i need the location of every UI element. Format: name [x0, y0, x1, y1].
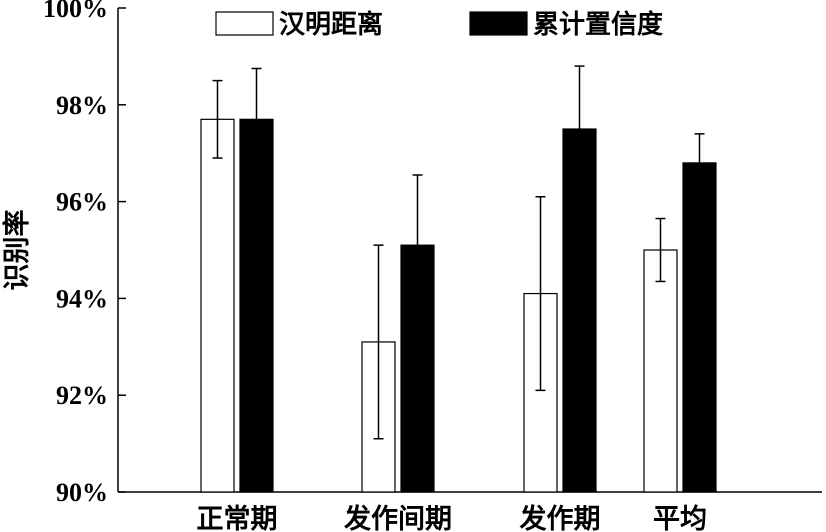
y-tick-label: 90% — [56, 478, 108, 507]
legend-label: 累计置信度 — [533, 9, 663, 39]
y-tick-label: 94% — [56, 284, 108, 313]
y-tick-label: 96% — [56, 188, 108, 217]
bar-confidence — [239, 118, 274, 493]
error-bars — [212, 65, 705, 440]
legend-swatch — [215, 11, 274, 36]
y-tick-label: 98% — [56, 91, 108, 120]
legend-swatch — [469, 11, 528, 36]
y-axis-label: 识别率 — [1, 210, 32, 291]
legend: 汉明距离 累计置信度 — [215, 9, 663, 39]
x-category-label: 正常期 — [197, 504, 278, 532]
y-tick-label: 100% — [43, 0, 108, 23]
x-category-label: 发作期 — [519, 503, 601, 532]
x-category-label: 平均 — [653, 504, 707, 532]
x-category-label: 发作间期 — [343, 503, 452, 532]
y-tick-label: 92% — [56, 381, 108, 410]
bar-hamming — [643, 249, 678, 493]
legend-label: 汉明距离 — [279, 9, 383, 39]
bars — [200, 118, 717, 493]
axes: 90% 92% 94% 96% 98% 100% 正常期 发作间期 发作期 平均 — [43, 0, 822, 532]
bar-hamming — [200, 118, 235, 493]
bar-confidence — [682, 162, 717, 493]
